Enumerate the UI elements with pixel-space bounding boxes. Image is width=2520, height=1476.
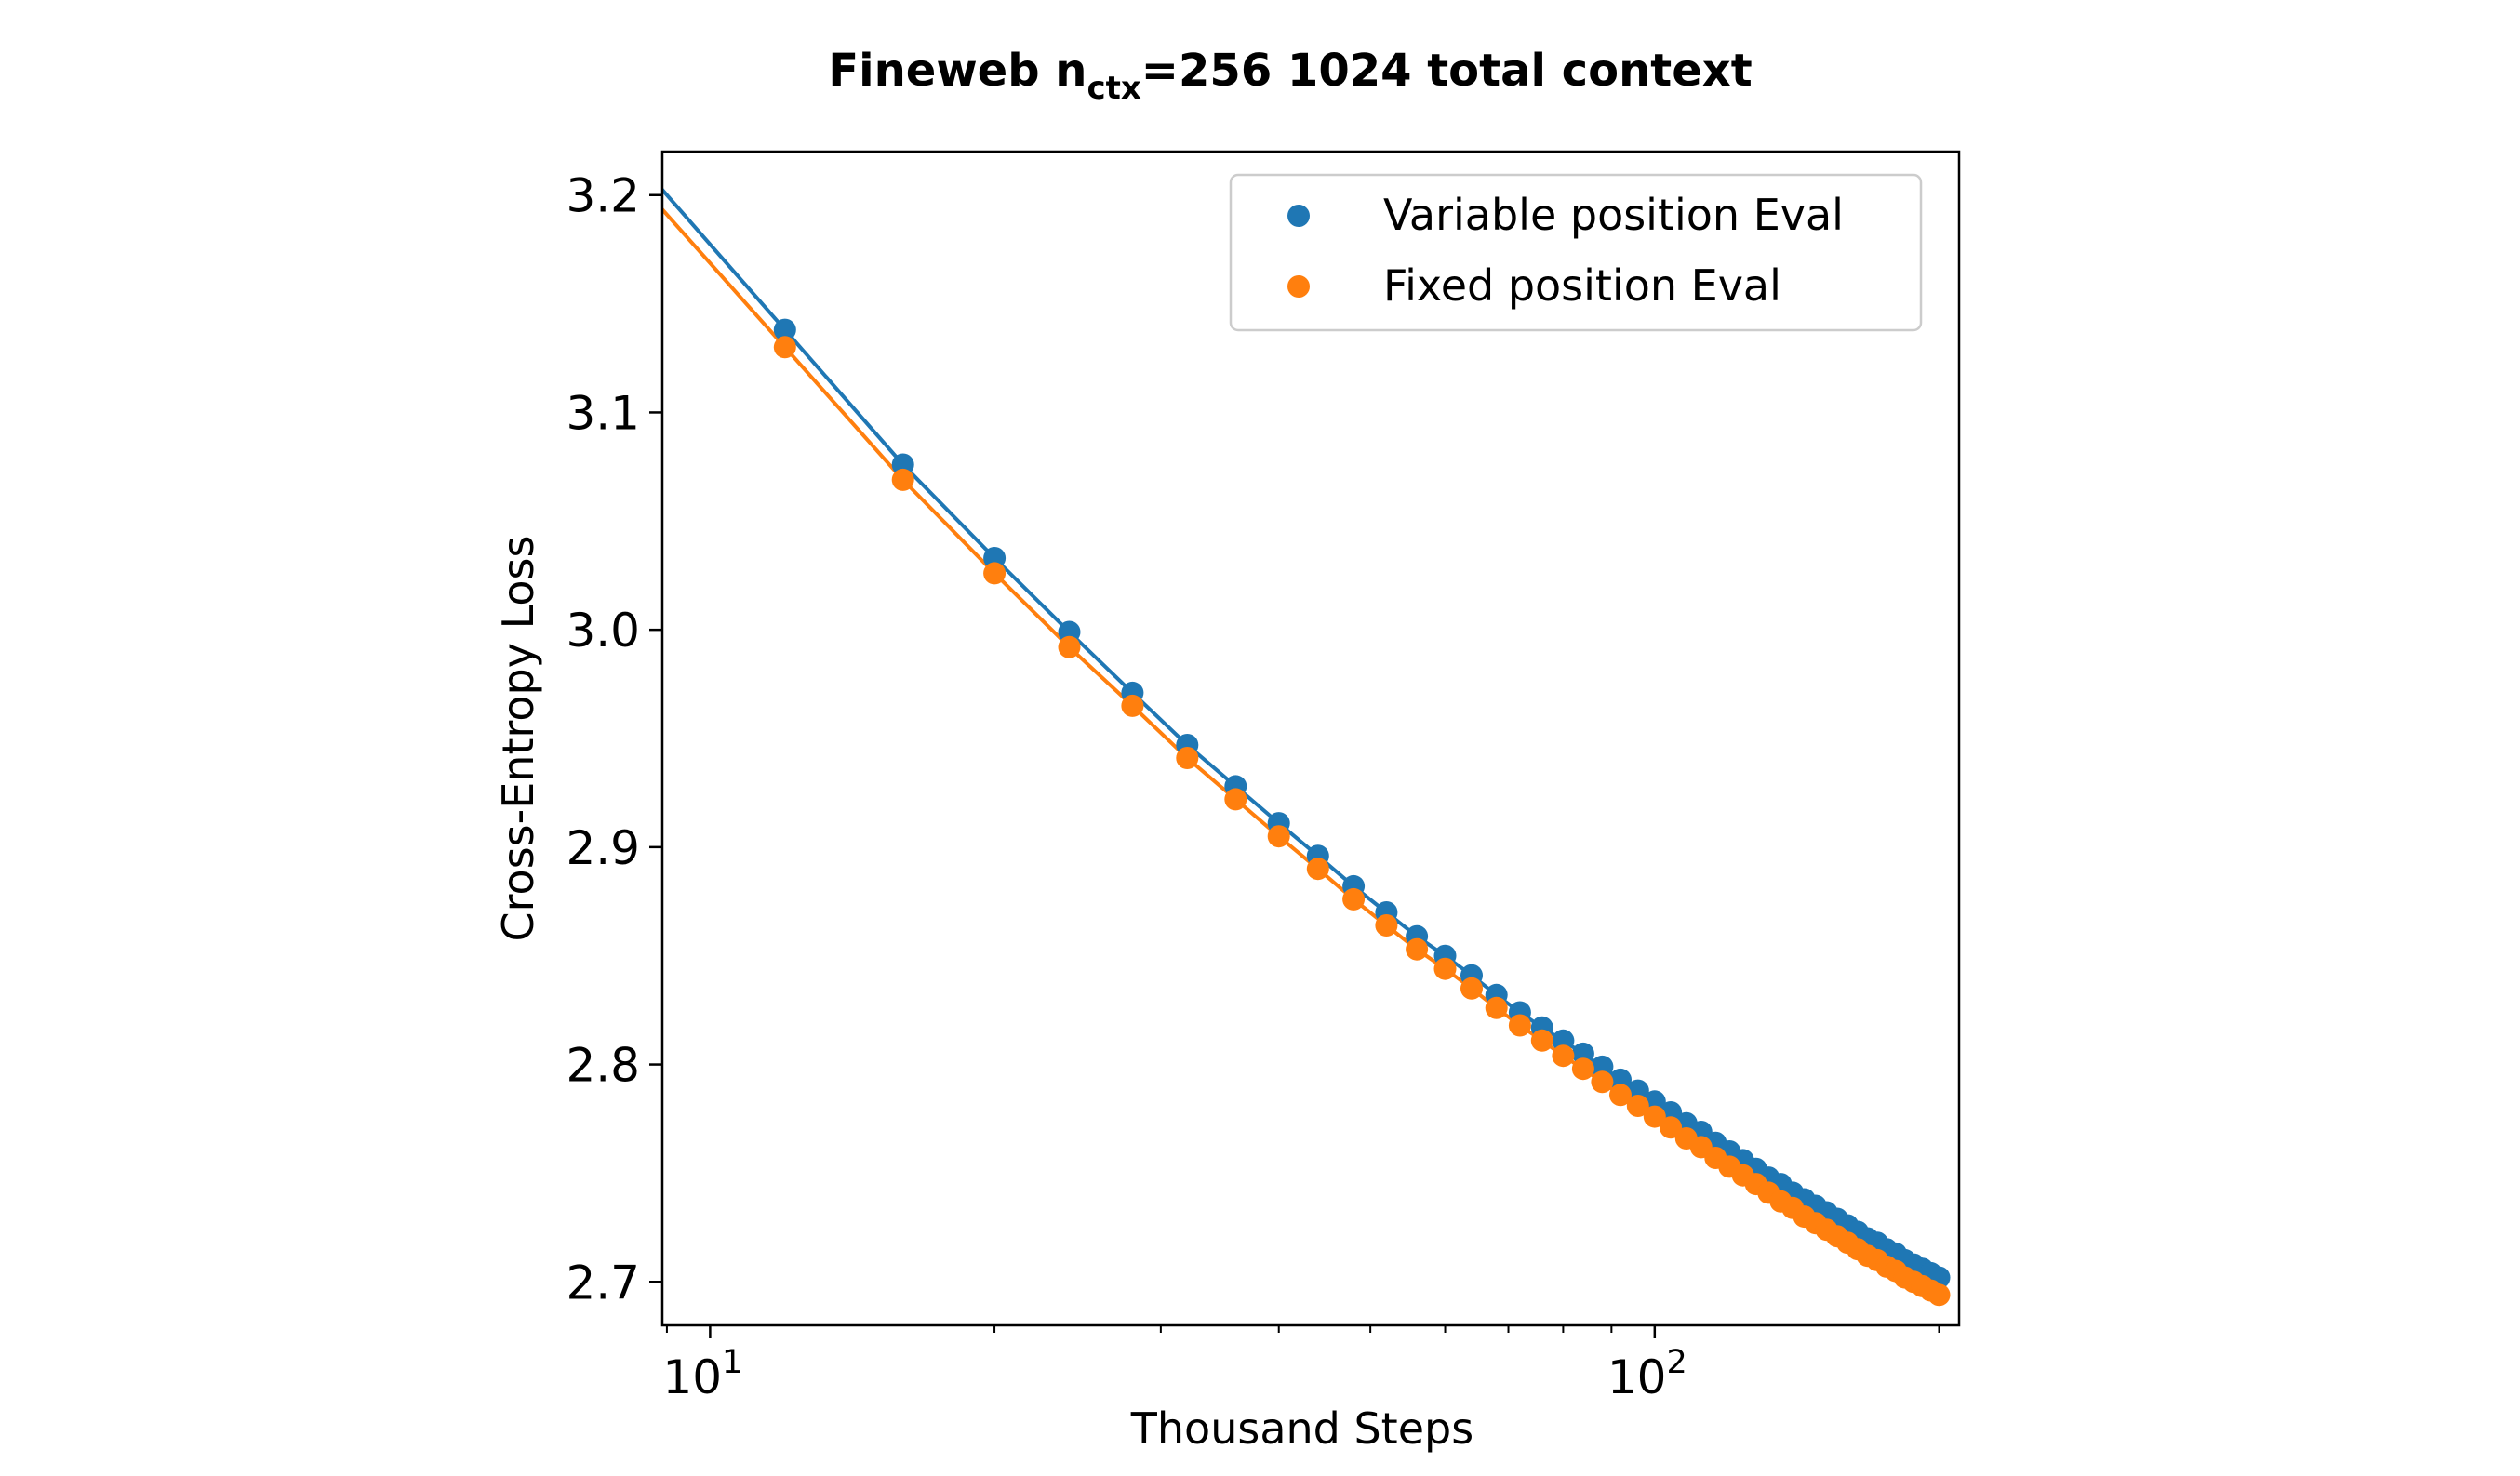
data-point [1375,914,1398,937]
data-point [891,468,914,491]
data-point [1485,996,1508,1019]
y-tick-label: 3.0 [566,604,640,658]
data-point [1406,937,1429,961]
y-tick-label: 2.7 [566,1256,640,1310]
data-point [1121,694,1144,717]
data-point [773,336,796,359]
x-tick-label: 101 [662,1344,742,1404]
data-point [1609,1068,1632,1091]
data-point [1058,635,1081,658]
y-axis-label: Cross-Entropy Loss [493,536,543,942]
data-point [1643,1105,1666,1128]
data-point [1626,1095,1649,1117]
data-point [1530,1029,1553,1052]
x-axis-label: Thousand Steps [1130,1403,1473,1454]
legend-label-variable: Variable position Eval [1383,190,1844,240]
data-point [1552,1044,1575,1068]
y-tick-label: 3.2 [566,169,640,223]
data-point [1342,887,1366,911]
legend-marker-variable [1287,205,1310,227]
data-point [1306,858,1329,881]
chart-title: Fineweb nctx=256 1024 total context [828,45,1752,107]
series-layer [662,187,1951,1307]
data-point [1660,1116,1683,1139]
data-point [891,453,914,476]
data-point [1433,957,1457,980]
series-line-1 [662,206,1940,1297]
legend-label-fixed: Fixed position Eval [1383,260,1781,311]
data-point [1460,977,1483,1000]
y-axis: 2.7 2.8 2.9 3.0 3.1 3.2 [566,169,662,1310]
chart-title-rest: =256 1024 total context [1141,45,1753,97]
data-point [1591,1070,1614,1094]
y-tick-label: 3.1 [566,386,640,440]
series-line-0 [662,187,1940,1280]
legend: Variable position Eval Fixed position Ev… [1229,173,1923,332]
data-point [983,562,1007,585]
data-point [1508,1014,1531,1037]
data-point [983,547,1007,569]
data-point [1571,1057,1594,1081]
x-axis: 101 102 [662,1325,1940,1404]
data-point [1267,825,1290,848]
data-point [1609,1084,1632,1107]
y-tick-label: 2.9 [566,821,640,875]
chart-title-main: Fineweb n [828,45,1087,97]
data-point [1591,1055,1614,1078]
data-point [1552,1029,1575,1052]
data-point [1626,1079,1649,1102]
x-tick-label: 102 [1607,1344,1687,1404]
data-point [1176,747,1199,769]
chart-title-subscript: ctx [1087,70,1140,107]
data-point [773,318,796,341]
legend-marker-fixed [1287,275,1310,298]
data-point [1927,1283,1951,1307]
legend-box [1229,173,1923,332]
y-tick-label: 2.8 [566,1039,640,1093]
data-point [1224,788,1247,811]
plot-frame [660,150,1961,1327]
